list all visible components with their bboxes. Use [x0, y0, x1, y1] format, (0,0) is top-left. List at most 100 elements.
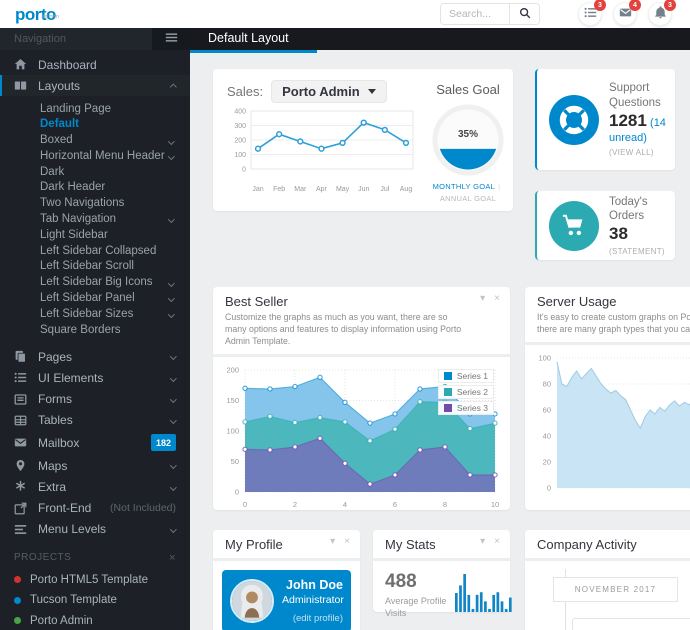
project-item-tucson-template[interactable]: Tucson Template: [14, 590, 176, 610]
view-all-link[interactable]: (VIEW ALL): [609, 147, 654, 157]
sidebar-sublink-left-sidebar-big-icons[interactable]: Left Sidebar Big Icons: [0, 275, 190, 291]
chevron-down-icon: [170, 525, 177, 533]
mailbox-count-badge: 182: [150, 434, 176, 452]
sales-goal-title: Sales Goal: [436, 82, 500, 97]
sidebar-item-dashboard: Dashboard: [0, 54, 190, 75]
sidebar-subitem-tab-navigation: Tab Navigation: [0, 212, 190, 228]
sidebar-sublink-tab-navigation[interactable]: Tab Navigation: [0, 212, 190, 228]
svg-text:60: 60: [543, 405, 551, 414]
chevron-down-icon: [168, 153, 175, 160]
sidebar-link-layouts[interactable]: Layouts: [0, 75, 190, 97]
best-seller-panel: Best Seller ▾ × Customize the graphs as …: [213, 287, 510, 510]
close-icon[interactable]: ×: [494, 536, 500, 547]
home-icon: [14, 58, 28, 71]
collapse-icon[interactable]: ▾: [330, 536, 336, 547]
project-item-porto-admin[interactable]: Porto Admin: [14, 611, 176, 630]
logo-subtext: admin: [41, 13, 60, 20]
monthly-goal-tab[interactable]: MONTHLY GOAL: [432, 182, 496, 191]
sidebar-sublink-boxed[interactable]: Boxed: [0, 133, 190, 149]
alerts-button[interactable]: 3: [648, 0, 676, 26]
search-input[interactable]: [441, 4, 509, 24]
sidebar-sublink-left-sidebar-scroll[interactable]: Left Sidebar Scroll: [40, 260, 134, 273]
annual-goal-tab[interactable]: ANNUAL GOAL: [439, 194, 497, 203]
svg-text:Jun: Jun: [358, 186, 369, 193]
svg-text:100: 100: [226, 426, 239, 435]
my-profile-panel: My Profile ▾ × John Doe Administrator (e…: [213, 530, 360, 630]
sidebar-item-ui-elements: UI Elements: [0, 367, 190, 388]
sidebar-link-maps[interactable]: Maps: [0, 455, 190, 476]
collapse-icon[interactable]: ▾: [480, 536, 486, 547]
sidebar-link-forms[interactable]: Forms: [0, 388, 190, 409]
sidebar-sublink-horizontal-menu-header[interactable]: Horizontal Menu Header: [0, 149, 190, 165]
mail-button[interactable]: 4: [613, 0, 641, 26]
sidebar-link-menu-levels[interactable]: Menu Levels: [0, 519, 190, 540]
porto-logo[interactable]: porto admin: [15, 6, 62, 23]
sidebar-sublink-left-sidebar-collapsed[interactable]: Left Sidebar Collapsed: [40, 244, 157, 257]
sidebar-link-front-end[interactable]: Front-End (Not Included): [0, 497, 190, 518]
sidebar-link-pages[interactable]: Pages: [0, 346, 190, 367]
sales-goal-percent: 35%: [457, 129, 478, 140]
edit-profile-link[interactable]: (edit profile): [292, 613, 343, 624]
sidebar-link-mailbox[interactable]: Mailbox 182: [0, 431, 190, 455]
sales-line-chart: 0 100 200 300 400 Jan Feb Mar Apr May Jun Jul Aug: [227, 105, 419, 200]
sales-goal-gauge: 35%: [431, 103, 505, 177]
sidebar-subitem-default: Default: [0, 117, 190, 133]
legend-item[interactable]: Series 3: [437, 400, 494, 415]
sidebar-item-mailbox: Mailbox 182: [0, 431, 190, 455]
stats-bar-chart: [455, 572, 515, 619]
chevron-down-icon: [170, 395, 177, 403]
logo-text: porto: [15, 4, 56, 24]
svg-text:Apr: Apr: [316, 186, 328, 193]
sidebar-link-ui-elements[interactable]: UI Elements: [0, 367, 190, 388]
project-item-porto-html5-template[interactable]: Porto HTML5 Template: [14, 570, 176, 590]
sales-dropdown[interactable]: Porto Admin: [271, 80, 387, 103]
list-icon: [584, 6, 597, 22]
sidebar: Navigation Dashboard Layouts Landing Page D…: [0, 28, 190, 630]
server-usage-area-chart: 0 20 40 60 80 100: [531, 350, 690, 515]
svg-text:8: 8: [443, 500, 447, 509]
sidebar-sublink-left-sidebar-panel[interactable]: Left Sidebar Panel: [0, 291, 190, 307]
sidebar-sublink-left-sidebar-sizes[interactable]: Left Sidebar Sizes: [0, 307, 190, 323]
support-count: 1281: [609, 110, 647, 130]
sidebar-link-tables[interactable]: Tables: [0, 410, 190, 431]
page-title: Default Layout: [208, 31, 289, 45]
layouts-icon: [14, 79, 28, 92]
legend-swatch: [443, 371, 452, 380]
sidebar-subitem-dark-header: Dark Header: [0, 180, 190, 196]
project-dot-icon: [14, 596, 21, 604]
collapse-icon[interactable]: ▾: [480, 293, 486, 304]
timeline-entry: [572, 618, 690, 630]
messages-button[interactable]: 3: [578, 0, 606, 26]
chart-legend: Series 1 Series 2 Series 3: [437, 368, 494, 415]
projects-close-icon[interactable]: ×: [169, 551, 176, 564]
unread-link[interactable]: (14 unread): [609, 116, 666, 145]
notification-badge: 3: [594, 0, 606, 11]
close-icon[interactable]: ×: [344, 536, 350, 547]
legend-item[interactable]: Series 2: [437, 384, 494, 399]
sidebar-toggle-button[interactable]: [152, 28, 190, 50]
project-dot-icon: [14, 617, 21, 625]
hamburger-icon: [165, 31, 178, 47]
sidebar-sublink-square-borders[interactable]: Square Borders: [40, 323, 121, 336]
statement-link[interactable]: (STATEMENT): [609, 246, 665, 256]
sidebar-sublink-dark-header[interactable]: Dark Header: [40, 181, 106, 194]
sidebar-sublink-two-navigations[interactable]: Two Navigations: [40, 197, 125, 210]
extra-icon: [14, 480, 28, 493]
search-box: [440, 3, 540, 25]
close-icon[interactable]: ×: [494, 293, 500, 304]
bell-icon: [654, 6, 667, 22]
search-button[interactable]: [509, 4, 539, 24]
sidebar-sublink-light-sidebar[interactable]: Light Sidebar: [40, 228, 108, 241]
sidebar-sublink-default[interactable]: Default: [40, 118, 79, 131]
avatar: [230, 579, 274, 623]
sidebar-link-dashboard[interactable]: Dashboard: [0, 54, 190, 75]
projects-title: PROJECTS: [14, 552, 72, 564]
sidebar-sublink-dark[interactable]: Dark: [40, 165, 65, 178]
my-stats-panel: My Stats ▾ × 488 Average Profile Visits: [373, 530, 512, 618]
stats-caption: Average Profile Visits: [385, 596, 447, 619]
legend-item[interactable]: Series 1: [437, 368, 494, 383]
sidebar-link-extra[interactable]: Extra: [0, 476, 190, 497]
sidebar-item-maps: Maps: [0, 455, 190, 476]
sidebar-sublink-landing-page[interactable]: Landing Page: [40, 102, 111, 115]
project-dot-icon: [14, 576, 21, 584]
